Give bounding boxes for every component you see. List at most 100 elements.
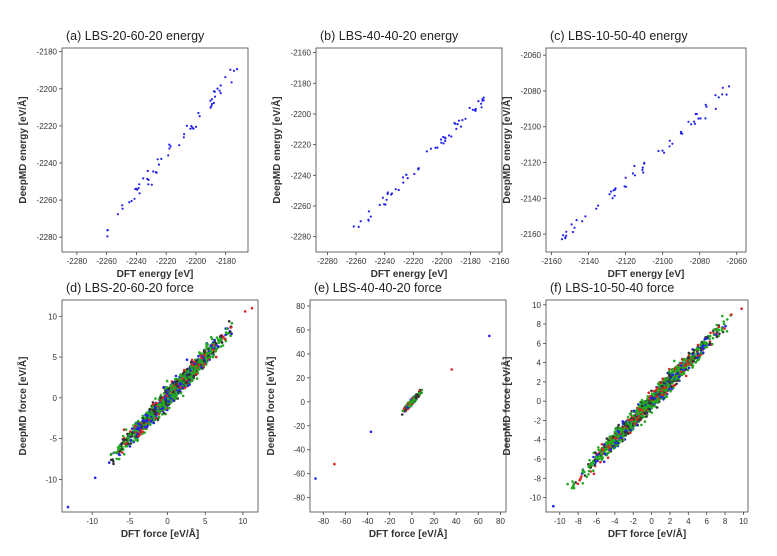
energy-point	[369, 215, 372, 218]
force-point	[230, 321, 234, 325]
x-tick-label: -2180	[215, 257, 236, 266]
force-point	[675, 382, 678, 386]
force-point	[621, 434, 624, 437]
force-point	[646, 395, 649, 398]
force-point	[225, 327, 229, 331]
force-point	[168, 392, 172, 396]
force-point	[200, 356, 203, 360]
x-tick-label: 60	[474, 517, 483, 526]
y-tick-label: -2240	[291, 171, 312, 180]
force-point	[645, 400, 648, 404]
force-point	[205, 360, 209, 364]
energy-point	[584, 215, 587, 218]
x-tick-label: -40	[362, 517, 374, 526]
y-axis-label: DeepMD force [eV/Å]	[16, 357, 29, 456]
force-point	[134, 438, 138, 442]
y-tick-label: 0	[537, 397, 542, 406]
panel-title: (f) LBS-10-50-40 force	[550, 281, 674, 295]
energy-point	[481, 99, 484, 102]
force-point	[630, 418, 634, 422]
energy-point	[357, 225, 360, 228]
outlier-point	[93, 476, 97, 480]
force-point	[696, 356, 699, 360]
force-point	[696, 359, 699, 362]
force-point	[632, 409, 636, 413]
force-point	[229, 326, 232, 329]
force-point	[203, 363, 206, 366]
force-point	[137, 419, 140, 423]
y-tick-label: -5	[50, 435, 58, 444]
force-point	[125, 442, 128, 445]
energy-point	[581, 220, 584, 223]
force-point	[120, 441, 124, 445]
force-point	[128, 433, 132, 437]
force-point	[181, 386, 185, 390]
force-point	[650, 389, 653, 393]
force-point	[668, 367, 671, 371]
force-point	[653, 394, 656, 398]
energy-point	[378, 203, 381, 207]
force-point	[687, 366, 691, 370]
panel-d: -10 -5 0 5 10 -10 -5 0 5 10 (d) LBS-20-60-20 force…	[16, 281, 259, 540]
energy-point	[224, 76, 227, 79]
force-point	[412, 397, 416, 401]
x-tick-label: -2280	[317, 257, 338, 266]
x-tick-label: -2160	[541, 257, 562, 266]
force-point	[149, 423, 152, 427]
force-point	[179, 373, 182, 376]
energy-point	[134, 187, 137, 191]
force-point	[725, 330, 729, 333]
force-point	[580, 475, 583, 478]
y-tick-label: -2240	[37, 159, 58, 168]
y-tick-label: -2140	[521, 194, 542, 203]
x-tick-label: 5	[203, 517, 208, 526]
force-point	[643, 420, 647, 423]
force-point	[181, 377, 184, 380]
force-point	[657, 383, 661, 386]
force-point	[137, 427, 140, 430]
force-point	[720, 326, 724, 330]
force-point	[221, 344, 225, 347]
force-point	[638, 418, 641, 422]
y-tick-label: 6	[537, 339, 542, 348]
energy-point	[697, 117, 700, 120]
force-point	[612, 447, 616, 450]
force-point	[618, 428, 622, 432]
force-point	[635, 413, 639, 416]
energy-point	[477, 100, 480, 103]
energy-point	[717, 96, 720, 99]
force-point	[588, 458, 591, 462]
x-tick-label: -10	[554, 517, 566, 526]
force-point	[141, 414, 145, 418]
force-point	[585, 475, 589, 479]
y-tick-label: 5	[53, 353, 58, 362]
force-point	[611, 435, 615, 439]
force-point	[174, 374, 178, 378]
force-point	[667, 372, 670, 375]
energy-point	[157, 163, 161, 166]
energy-point	[359, 220, 362, 223]
energy-point	[643, 161, 646, 164]
y-tick-label: -2260	[291, 202, 312, 211]
force-point	[645, 405, 648, 409]
energy-point	[595, 207, 598, 210]
panel-f: -10 -8 -6 -4 -2 0 2 4 6 8 10 -10 -8 -6 -4 -2 0 2 4 6 8 10 (f) …	[500, 281, 748, 540]
force-point	[197, 354, 200, 358]
force-point	[583, 474, 587, 477]
force-point	[686, 356, 690, 359]
force-point	[597, 455, 601, 458]
force-point	[687, 351, 691, 355]
force-point	[200, 360, 203, 364]
force-point	[161, 396, 164, 399]
energy-point	[147, 178, 150, 181]
energy-point	[219, 84, 222, 87]
force-point	[722, 320, 725, 323]
force-point	[124, 428, 128, 431]
force-point	[190, 371, 193, 375]
x-tick-label: 4	[686, 517, 691, 526]
force-point	[144, 416, 147, 420]
energy-point	[385, 198, 388, 201]
force-point	[184, 377, 187, 381]
energy-point	[456, 123, 459, 126]
force-point	[582, 471, 585, 474]
